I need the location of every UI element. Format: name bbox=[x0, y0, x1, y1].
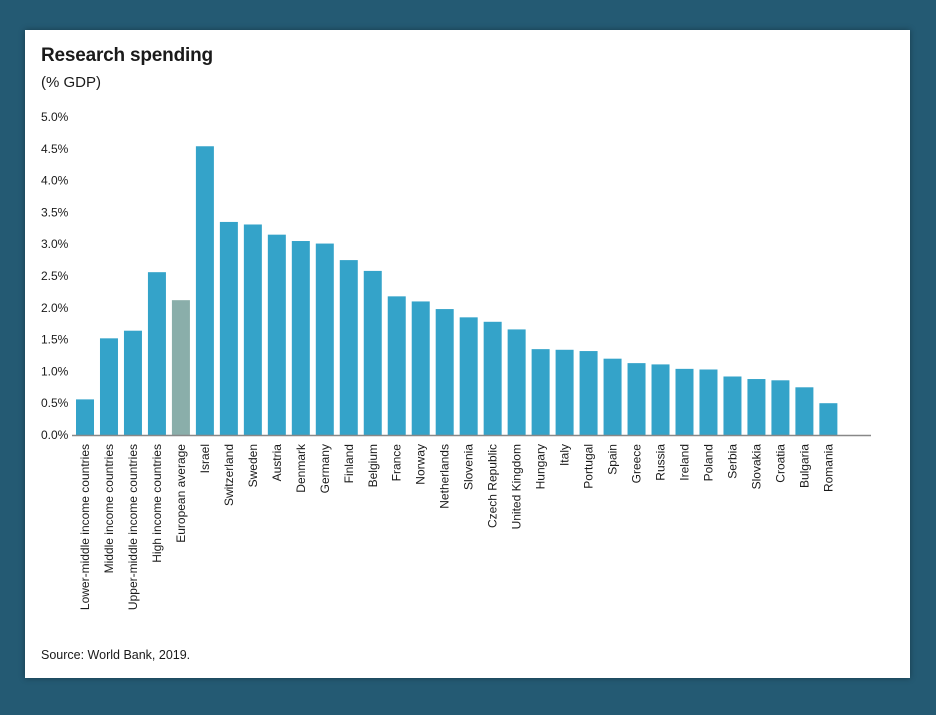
chart-subtitle: (% GDP) bbox=[41, 74, 101, 91]
y-tick-label: 0.5% bbox=[41, 396, 69, 410]
x-tick-label: Israel bbox=[198, 444, 212, 473]
x-tick-label: Spain bbox=[606, 444, 620, 475]
y-tick-label: 2.5% bbox=[41, 269, 69, 283]
x-tick-label: Italy bbox=[558, 444, 572, 466]
x-tick-label: Poland bbox=[701, 444, 715, 481]
bar bbox=[147, 272, 166, 435]
bar bbox=[76, 399, 94, 435]
y-tick-label: 1.0% bbox=[41, 364, 69, 378]
bar-chart: 0.0% 0.5% 1.0% 1.5% 2.0% 2.5% 3.0% 3.5% 4.0% 4.5%… bbox=[41, 110, 871, 610]
x-tick-label: Belgium bbox=[366, 444, 380, 487]
x-tick-label: Russia bbox=[654, 444, 668, 481]
x-tick-label: Germany bbox=[318, 444, 332, 493]
bar bbox=[99, 338, 118, 435]
y-tick-label: 4.5% bbox=[41, 142, 69, 156]
x-tick-label: Upper-middle income countries bbox=[126, 444, 140, 610]
x-tick-label: United Kingdom bbox=[510, 444, 524, 529]
x-tick-label: France bbox=[390, 444, 404, 482]
x-tick-label: Austria bbox=[270, 444, 284, 482]
bar bbox=[243, 224, 262, 435]
y-tick-label: 2.0% bbox=[41, 301, 69, 315]
x-tick-label: Switzerland bbox=[222, 444, 236, 506]
x-tick-label: European average bbox=[174, 444, 188, 543]
x-tick-label: Denmark bbox=[294, 443, 308, 493]
x-tick-label: Slovakia bbox=[749, 444, 763, 490]
bar bbox=[651, 364, 670, 435]
bar bbox=[483, 321, 502, 435]
bar bbox=[219, 221, 238, 435]
x-tick-label: Sweden bbox=[246, 444, 260, 487]
bar bbox=[723, 376, 742, 435]
x-tick-label: High income countries bbox=[150, 444, 164, 563]
x-tick-label: Czech Republic bbox=[486, 444, 500, 528]
source-note: Source: World Bank, 2019. bbox=[41, 648, 191, 662]
y-tick-label: 5.0% bbox=[41, 110, 69, 124]
x-tick-label: Greece bbox=[630, 444, 644, 484]
bar bbox=[339, 260, 358, 435]
x-tick-label: Hungary bbox=[534, 444, 548, 489]
x-tick-label: Serbia bbox=[725, 444, 739, 479]
category-labels: Lower-middle income countries Middle inco… bbox=[78, 443, 835, 610]
bar bbox=[123, 330, 142, 435]
y-axis-labels: 0.0% 0.5% 1.0% 1.5% 2.0% 2.5% 3.0% 3.5% 4.0% 4.5%… bbox=[41, 110, 69, 442]
bar bbox=[795, 387, 814, 435]
bar bbox=[267, 234, 286, 435]
x-tick-label: Norway bbox=[414, 444, 428, 485]
y-tick-label: 3.5% bbox=[41, 205, 69, 219]
chart-title: Research spending bbox=[41, 45, 213, 66]
bar bbox=[555, 349, 574, 435]
bar bbox=[819, 403, 838, 435]
x-tick-label: Portugal bbox=[582, 444, 596, 489]
x-tick-label: Lower-middle income countries bbox=[78, 444, 92, 610]
bar bbox=[531, 349, 550, 435]
x-tick-label: Slovenia bbox=[462, 444, 476, 490]
bar bbox=[747, 379, 766, 435]
y-tick-label: 0.0% bbox=[41, 428, 69, 442]
x-tick-label: Romania bbox=[821, 444, 835, 492]
y-tick-label: 3.0% bbox=[41, 237, 69, 251]
x-tick-label: Croatia bbox=[773, 444, 787, 483]
bar bbox=[771, 380, 790, 435]
bar bbox=[579, 351, 598, 435]
bar bbox=[507, 329, 526, 435]
x-tick-label: Netherlands bbox=[438, 444, 452, 509]
bar bbox=[627, 363, 646, 435]
bar bbox=[387, 296, 406, 435]
bar bbox=[363, 270, 382, 435]
bar bbox=[675, 368, 694, 435]
x-tick-label: Ireland bbox=[678, 444, 692, 481]
bar bbox=[171, 300, 190, 435]
bar bbox=[435, 309, 454, 435]
bar bbox=[699, 369, 718, 435]
chart-card: Research spending (% GDP) 0.0% 0.5% 1.0% 1.… bbox=[25, 30, 910, 678]
bar bbox=[411, 301, 430, 435]
bar bbox=[195, 146, 214, 435]
x-tick-label: Middle income countries bbox=[102, 444, 116, 573]
x-tick-label: Bulgaria bbox=[797, 444, 811, 488]
bar bbox=[603, 358, 622, 435]
y-tick-label: 1.5% bbox=[41, 333, 69, 347]
bars bbox=[76, 146, 838, 435]
y-tick-label: 4.0% bbox=[41, 174, 69, 188]
bar bbox=[291, 241, 310, 435]
bar bbox=[315, 243, 334, 435]
x-tick-label: Finland bbox=[342, 444, 356, 483]
bar bbox=[459, 317, 478, 435]
